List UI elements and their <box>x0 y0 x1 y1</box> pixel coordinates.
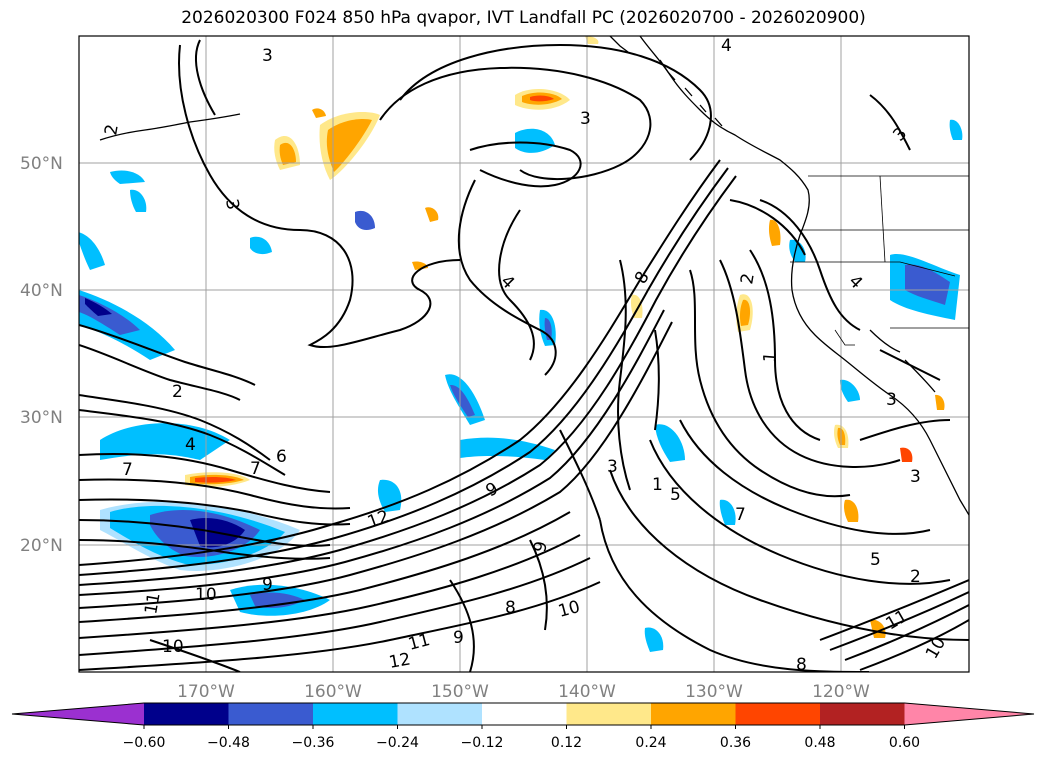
colorbar: −0.60 −0.48 −0.36 −0.24 −0.12 0.12 0.24 0.36 0.4… <box>11 702 1035 751</box>
lat-label: 40°N <box>20 281 63 301</box>
colorbar-segment <box>566 703 652 725</box>
lat-label: 20°N <box>20 536 63 556</box>
map-title: 2026020300 F024 850 hPa qvapor, IVT Land… <box>181 8 866 28</box>
colorbar-tick-label: 0.24 <box>635 735 666 751</box>
lon-label: 140°W <box>558 682 616 702</box>
contour-label: 9 <box>453 628 464 648</box>
latitude-labels: 50°N 40°N 30°N 20°N <box>20 154 63 556</box>
contour-label: 9 <box>262 575 273 595</box>
colorbar-segment <box>313 703 398 725</box>
contour-label: 5 <box>670 485 681 505</box>
contour-label: 1 <box>760 351 781 364</box>
contour-label: 12 <box>387 649 412 672</box>
lon-label: 170°W <box>177 682 235 702</box>
colorbar-segment <box>820 703 905 725</box>
colorbar-tick-label: −0.60 <box>123 735 166 751</box>
colorbar-extend-right <box>904 703 1034 725</box>
colorbar-segment <box>651 703 736 725</box>
contour-label: 3 <box>886 390 897 410</box>
contour-label: 3 <box>221 197 243 211</box>
colorbar-segment <box>228 703 314 725</box>
graticule <box>79 36 969 672</box>
colorbar-segment <box>397 703 483 725</box>
contour-label: 1 <box>652 475 663 495</box>
lon-label: 130°W <box>685 682 743 702</box>
contour-label: 7 <box>735 505 746 525</box>
lon-label: 160°W <box>304 682 362 702</box>
contour-label: 10 <box>162 637 184 657</box>
contour-label: 2 <box>737 272 759 286</box>
contour-label: 5 <box>870 550 881 570</box>
contour-label: 3 <box>262 46 273 66</box>
map-frame <box>78 35 970 673</box>
contour-label: 3 <box>910 467 921 487</box>
contour-label: 2 <box>910 567 921 587</box>
colorbar-segment <box>144 703 229 725</box>
contour-label: 4 <box>721 36 732 56</box>
contour-lines <box>79 39 969 672</box>
contour-label: 2 <box>172 382 183 402</box>
political-borders <box>790 175 969 346</box>
lat-label: 30°N <box>20 408 63 428</box>
colorbar-tick-label: −0.36 <box>292 735 335 751</box>
contour-label: 7 <box>250 459 261 479</box>
lon-label: 150°W <box>431 682 489 702</box>
colorbar-tick-label: −0.48 <box>207 735 250 751</box>
colorbar-tick-label: −0.12 <box>461 735 504 751</box>
colorbar-tick-label: 0.36 <box>720 735 751 751</box>
contour-label: 4 <box>185 435 196 455</box>
colorbar-segment <box>735 703 821 725</box>
contour-label: 3 <box>607 457 618 477</box>
contour-label: 10 <box>195 585 217 605</box>
contour-label: 11 <box>141 591 164 616</box>
lat-label: 50°N <box>20 154 63 174</box>
contour-label: 8 <box>505 598 516 618</box>
colorbar-tick-label: 0.12 <box>551 735 582 751</box>
colorbar-extend-left <box>12 703 144 725</box>
coastline <box>99 36 969 516</box>
colorbar-tick-label: 0.60 <box>889 735 920 751</box>
lon-label: 120°W <box>812 682 870 702</box>
contour-label: 9 <box>530 540 552 554</box>
contour-label: 7 <box>122 460 133 480</box>
colorbar-tick-label: 0.48 <box>804 735 835 751</box>
contour-label: 3 <box>580 109 591 129</box>
longitude-labels: 170°W 160°W 150°W 140°W 130°W 120°W <box>177 682 870 702</box>
contour-label: 2 <box>101 123 123 137</box>
contour-label: 6 <box>276 447 287 467</box>
colorbar-segment <box>482 703 567 725</box>
colorbar-tick-label: −0.24 <box>376 735 419 751</box>
contour-label: 8 <box>796 655 807 675</box>
